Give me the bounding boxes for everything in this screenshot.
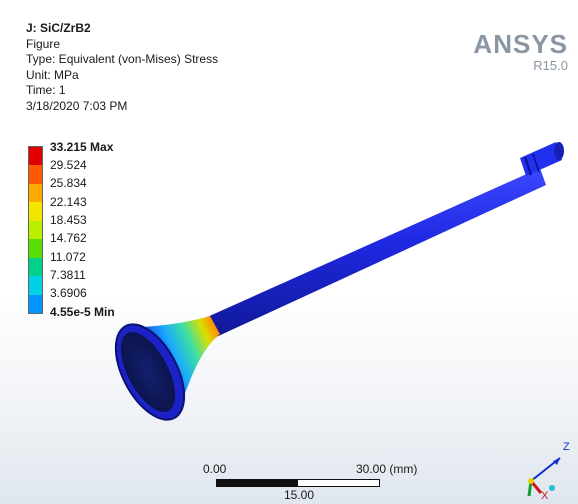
legend-swatch — [29, 165, 42, 184]
legend-swatch — [29, 257, 42, 277]
triad-x-label: X — [541, 490, 549, 502]
brand-name: ANSYS — [473, 29, 568, 59]
scale-label-middle: 15.00 — [284, 488, 315, 502]
valve-head-face — [120, 332, 176, 412]
valve-stem — [205, 168, 546, 338]
legend-swatch — [29, 202, 42, 221]
valve-stem-end-face — [554, 142, 564, 160]
legend-swatch — [29, 183, 42, 203]
result-object: Figure — [26, 36, 61, 51]
legend-label: 7.3811 — [50, 268, 86, 282]
legend-label: 18.453 — [50, 213, 87, 227]
result-time: Time: 1 — [26, 83, 66, 97]
legend-label: 25.834 — [50, 176, 87, 190]
triad-z-label: Z — [563, 441, 570, 453]
scale-bar-graphic — [216, 479, 380, 487]
brand-version: R15.0 — [533, 58, 568, 73]
legend-swatch — [29, 147, 42, 166]
legend-swatch — [29, 276, 42, 295]
legend-label: 3.6906 — [50, 286, 87, 300]
legend-swatch — [29, 220, 42, 240]
result-type: Type: Equivalent (von-Mises) Stress — [26, 52, 219, 66]
scale-label-start: 0.00 — [203, 462, 227, 476]
legend-label: 22.143 — [50, 195, 87, 209]
valve-stem-tip — [520, 142, 562, 176]
result-unit: Unit: MPa — [26, 67, 79, 82]
legend-label: 14.762 — [50, 231, 87, 245]
legend-label: 29.524 — [50, 158, 87, 172]
legend-label-max: 33.215 Max — [50, 140, 114, 154]
legend-label-min: 4.55e-5 Min — [50, 305, 115, 319]
axis-triad[interactable]: Z X — [505, 425, 578, 504]
legend-swatch — [29, 294, 42, 313]
result-date: 3/18/2020 7:03 PM — [26, 98, 128, 113]
legend-swatch — [29, 239, 42, 258]
result-title: J: SiC/ZrB2 — [26, 21, 91, 35]
scale-label-end: 30.00 (mm) — [356, 462, 418, 476]
ansys-logo: ANSYS R15.0 — [473, 30, 568, 74]
legend-label: 11.072 — [50, 250, 86, 264]
result-info-panel: J: SiC/ZrB2 Figure Type: Equivalent (von… — [26, 21, 218, 114]
legend-colorbar — [28, 146, 43, 314]
